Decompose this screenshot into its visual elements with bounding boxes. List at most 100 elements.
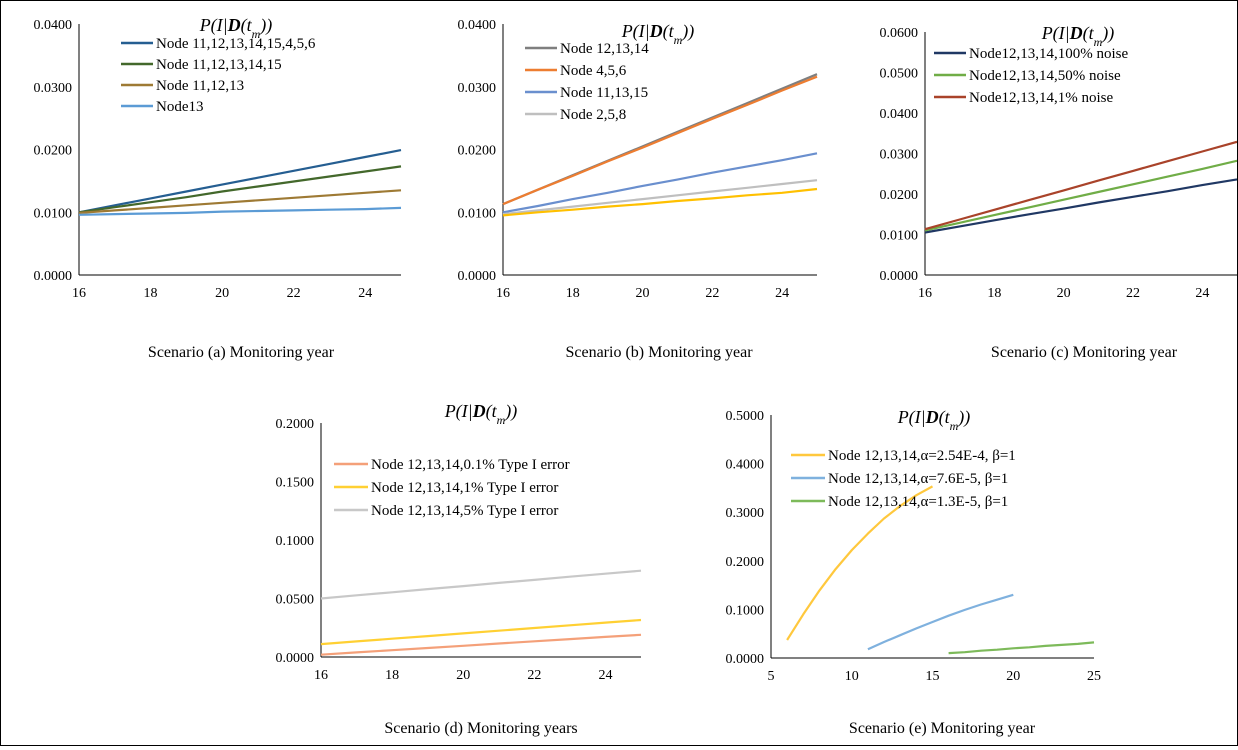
x-tick-label: 16 bbox=[72, 286, 86, 301]
y-tick-label: 0.1500 bbox=[276, 476, 315, 491]
legend-label: Node 12,13,14,1% Type I error bbox=[371, 480, 558, 496]
x-tick-label: 18 bbox=[385, 668, 399, 683]
y-tick-label: 0.0600 bbox=[880, 26, 919, 41]
legend-label: Node13 bbox=[156, 99, 204, 115]
series-line-3 bbox=[320, 569, 642, 600]
x-tick-label: 16 bbox=[918, 286, 932, 301]
legend-label: Node12,13,14,50% noise bbox=[969, 68, 1121, 84]
series-line-5 bbox=[502, 187, 818, 217]
y-tick-label: 0.0200 bbox=[880, 188, 919, 203]
legend-label: Node 11,12,13,14,15 bbox=[156, 57, 282, 73]
series-line-1 bbox=[320, 633, 642, 656]
y-tick-label: 0.0000 bbox=[880, 269, 919, 284]
y-tick-label: 0.5000 bbox=[726, 409, 765, 424]
x-tick-label: 20 bbox=[215, 286, 229, 301]
series-line-3 bbox=[78, 189, 402, 214]
x-tick-label: 18 bbox=[987, 286, 1001, 301]
x-tick-label: 24 bbox=[1195, 286, 1209, 301]
series-line-2 bbox=[320, 618, 642, 646]
chart-title: P(I|D(tm)) bbox=[621, 21, 695, 47]
y-tick-label: 0.0100 bbox=[458, 206, 497, 221]
legend-label: Node 11,13,15 bbox=[560, 85, 648, 101]
legend-label: Node 12,13,14,α=1.3E-5, β=1 bbox=[828, 494, 1008, 510]
legend-label: Node 12,13,14,α=2.54E-4, β=1 bbox=[828, 448, 1016, 464]
x-tick-label: 20 bbox=[1006, 669, 1020, 684]
x-tick-label: 16 bbox=[314, 668, 328, 683]
y-tick-label: 0.0000 bbox=[34, 269, 73, 284]
x-tick-label: 22 bbox=[287, 286, 301, 301]
series-line-3 bbox=[924, 140, 1238, 231]
legend-label: Node12,13,14,1% noise bbox=[969, 90, 1113, 106]
x-tick-label: 5 bbox=[768, 669, 775, 684]
series-line-2 bbox=[867, 593, 1014, 651]
series-line-3 bbox=[948, 641, 1095, 655]
chart-panel-2: P(I|D(tm)) 0.0000 0.0100 0.0200 0.0300 0.0400… bbox=[458, 18, 818, 361]
chart-panel-3: P(I|D(tm)) 0.0000 0.0100 0.0200 0.0300 0.0400… bbox=[880, 23, 1238, 361]
y-tick-label: 0.1000 bbox=[726, 603, 765, 618]
series-line-2 bbox=[924, 159, 1238, 232]
x-tick-label: 10 bbox=[845, 669, 859, 684]
x-axis-label: Scenario (d) Monitoring years bbox=[384, 720, 577, 737]
y-tick-label: 0.0300 bbox=[880, 148, 919, 163]
y-tick-label: 0.0000 bbox=[458, 269, 497, 284]
x-tick-label: 20 bbox=[456, 668, 470, 683]
y-tick-label: 0.0500 bbox=[880, 67, 919, 82]
x-tick-label: 18 bbox=[566, 286, 580, 301]
x-tick-label: 25 bbox=[1087, 669, 1101, 684]
legend: Node 12,13,14,α=2.54E-4, β=1 Node 12,13,1… bbox=[791, 448, 1016, 510]
chart-title: P(I|D(tm)) bbox=[444, 401, 518, 427]
legend: Node12,13,14,100% noise Node12,13,14,50% … bbox=[934, 46, 1128, 106]
x-tick-label: 24 bbox=[598, 668, 612, 683]
legend: Node 11,12,13,14,15,4,5,6 Node 11,12,13,1… bbox=[121, 36, 316, 115]
legend: Node 12,13,14,0.1% Type I error Node 12,1… bbox=[334, 457, 570, 519]
x-tick-label: 24 bbox=[358, 286, 372, 301]
x-axis-label: Scenario (c) Monitoring year bbox=[991, 344, 1178, 361]
legend-label: Node 12,13,14,α=7.6E-5, β=1 bbox=[828, 471, 1008, 487]
legend-label: Node 12,13,14,5% Type I error bbox=[371, 503, 558, 519]
x-tick-label: 18 bbox=[144, 286, 158, 301]
y-tick-label: 0.0300 bbox=[458, 81, 497, 96]
x-tick-label: 22 bbox=[705, 286, 719, 301]
y-tick-label: 0.0400 bbox=[880, 107, 919, 122]
legend-label: Node 4,5,6 bbox=[560, 63, 627, 79]
y-tick-label: 0.2000 bbox=[276, 417, 315, 432]
y-tick-label: 0.0000 bbox=[726, 652, 765, 667]
chart-title: P(I|D(tm)) bbox=[199, 15, 273, 41]
y-tick-label: 0.0300 bbox=[34, 81, 73, 96]
x-tick-label: 20 bbox=[1057, 286, 1071, 301]
x-tick-label: 15 bbox=[926, 669, 940, 684]
chart-panel-1: P(I|D(tm)) 0.0000 0.0100 0.0200 0.0300 0.0400… bbox=[34, 15, 402, 361]
y-tick-label: 0.0200 bbox=[458, 144, 497, 159]
series-line-3 bbox=[502, 152, 818, 214]
x-tick-label: 22 bbox=[1126, 286, 1140, 301]
x-tick-label: 24 bbox=[775, 286, 789, 301]
y-tick-label: 0.4000 bbox=[726, 458, 765, 473]
legend-label: Node 11,12,13 bbox=[156, 78, 244, 94]
legend-label: Node12,13,14,100% noise bbox=[969, 46, 1128, 62]
series-line-2 bbox=[502, 75, 818, 206]
y-tick-label: 0.0100 bbox=[880, 229, 919, 244]
y-tick-label: 0.0000 bbox=[276, 651, 315, 666]
y-tick-label: 0.0400 bbox=[458, 18, 497, 33]
chart-panel-5: P(I|D(tm)) 0.0000 0.1000 0.2000 0.3000 0.4000… bbox=[726, 407, 1102, 737]
series-line-4 bbox=[78, 206, 402, 216]
x-axis-label: Scenario (b) Monitoring year bbox=[565, 344, 753, 361]
y-tick-label: 0.0500 bbox=[276, 593, 315, 608]
y-tick-label: 0.2000 bbox=[726, 555, 765, 570]
legend-label: Node 11,12,13,14,15,4,5,6 bbox=[156, 36, 316, 52]
series-line-4 bbox=[502, 179, 818, 216]
chart-title: P(I|D(tm)) bbox=[1041, 23, 1115, 49]
chart-title: P(I|D(tm)) bbox=[897, 407, 971, 433]
x-tick-label: 22 bbox=[527, 668, 541, 683]
y-tick-label: 0.1000 bbox=[276, 534, 315, 549]
legend-label: Node 12,13,14,0.1% Type I error bbox=[371, 457, 570, 473]
y-tick-label: 0.0200 bbox=[34, 144, 73, 159]
x-tick-label: 20 bbox=[636, 286, 650, 301]
series-line-2 bbox=[78, 165, 402, 214]
chart-panel-4: P(I|D(tm)) 0.0000 0.0500 0.1000 0.1500 0.2000… bbox=[276, 401, 642, 737]
legend-label: Node 2,5,8 bbox=[560, 107, 626, 123]
series-line-1 bbox=[786, 485, 934, 641]
x-axis-label: Scenario (e) Monitoring year bbox=[849, 720, 1036, 737]
